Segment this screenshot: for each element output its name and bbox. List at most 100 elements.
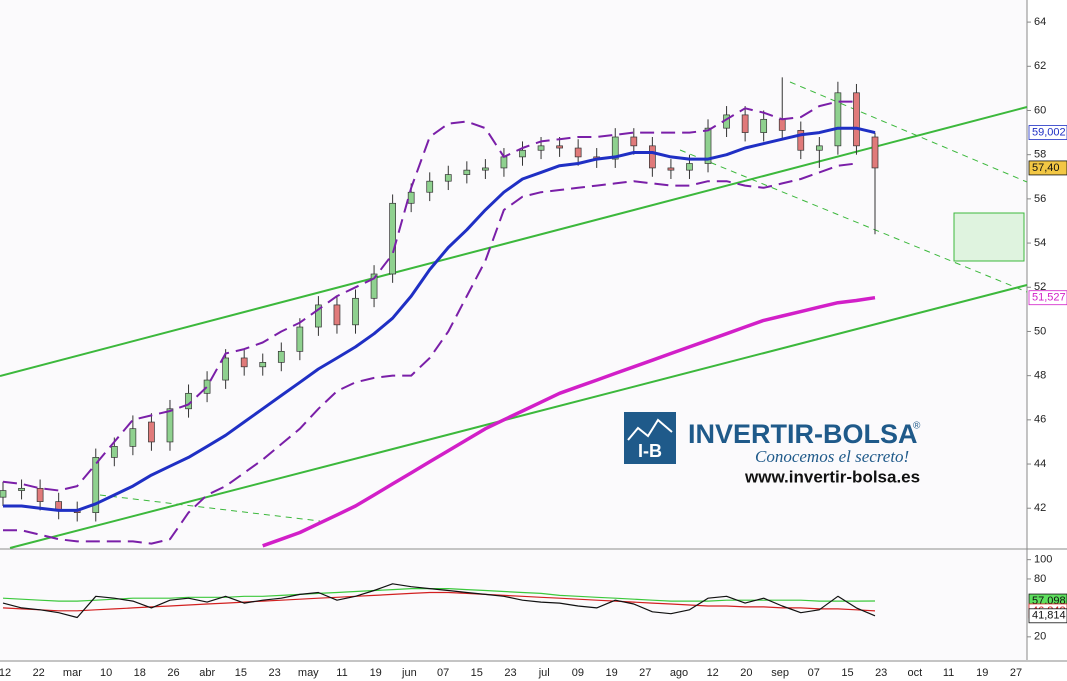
trend-lines xyxy=(0,81,1028,549)
candle-body xyxy=(129,428,137,447)
y-tick-label: 46 xyxy=(1034,414,1046,426)
candle-body xyxy=(110,446,118,458)
candle-body xyxy=(482,167,489,171)
x-tick-label: 23 xyxy=(504,667,516,679)
x-tick-label: 19 xyxy=(605,667,617,679)
y-tick-label: 56 xyxy=(1034,193,1046,205)
candle-body xyxy=(203,379,211,394)
price-marker-label: 59,002 xyxy=(1032,126,1066,138)
x-tick-label: 27 xyxy=(639,667,651,679)
y-tick-label: 80 xyxy=(1034,573,1046,585)
y-tick-label: 20 xyxy=(1034,631,1046,643)
candle-body xyxy=(259,362,267,368)
y-tick-label: 54 xyxy=(1034,237,1046,249)
y-tick-label: 100 xyxy=(1034,554,1052,566)
x-tick-label: 15 xyxy=(471,667,483,679)
x-tick-label: 20 xyxy=(740,667,752,679)
candle-body xyxy=(0,490,7,498)
candle-body xyxy=(500,156,508,169)
candle-body xyxy=(649,145,656,169)
x-tick-label: ago xyxy=(670,667,688,679)
x-tick-label: 10 xyxy=(100,667,112,679)
candle-body xyxy=(815,145,823,151)
x-tick-label: mar xyxy=(63,667,82,679)
slogan: Conocemos el secreto! xyxy=(755,447,909,466)
y-tick-label: 52 xyxy=(1034,281,1046,293)
candle-body xyxy=(426,180,434,193)
candle-body xyxy=(352,297,359,326)
x-tick-label: 22 xyxy=(33,667,45,679)
indicator-line xyxy=(3,162,857,545)
x-tick-label: 12 xyxy=(707,667,719,679)
x-tick-label: may xyxy=(298,667,319,679)
y-tick-label: 60 xyxy=(1034,104,1046,116)
candle-body xyxy=(778,118,786,131)
logo: I-B INVERTIR-BOLSA ® Conocemos el secret… xyxy=(624,412,921,486)
candle-body xyxy=(686,163,693,171)
candle-body xyxy=(871,136,879,169)
candle-body xyxy=(18,487,25,491)
x-tick-label: jun xyxy=(401,667,417,679)
candle-body xyxy=(853,92,860,147)
svg-text:I-B: I-B xyxy=(638,441,662,461)
candle-body xyxy=(148,421,155,443)
candle-body xyxy=(222,357,229,381)
y-tick-label: 58 xyxy=(1034,149,1046,161)
x-tick-label: 07 xyxy=(437,667,449,679)
price-panel xyxy=(0,0,1027,548)
candle-body xyxy=(185,392,192,410)
candle-body xyxy=(296,326,304,352)
price-marker xyxy=(1028,290,1067,306)
candle-body xyxy=(407,191,415,204)
y-tick-label: 48 xyxy=(1034,370,1046,382)
candle-body xyxy=(463,169,471,175)
candle-body xyxy=(370,273,378,299)
x-tick-label: 19 xyxy=(370,667,382,679)
indicator-line xyxy=(2,583,876,619)
candle-body xyxy=(611,136,619,160)
candle-body xyxy=(519,149,526,158)
x-tick-label: 23 xyxy=(875,667,887,679)
candle-body xyxy=(92,457,100,513)
candle-body xyxy=(704,127,712,164)
price-marker xyxy=(1028,125,1067,140)
indicator-line xyxy=(2,100,857,492)
price-marker-label: 41,814 xyxy=(1032,610,1066,622)
x-tick-label: 27 xyxy=(1010,667,1022,679)
y-tick-label: 42 xyxy=(1034,502,1046,514)
candle-body xyxy=(240,357,248,368)
y-tick-label: 44 xyxy=(1034,458,1046,470)
candle-body xyxy=(333,304,341,326)
candle-body xyxy=(36,487,44,502)
y-tick-label: 64 xyxy=(1034,16,1046,28)
x-tick-label: 26 xyxy=(167,667,179,679)
candle-body xyxy=(166,408,174,443)
x-tick-label: 12 xyxy=(0,667,11,679)
candle-body xyxy=(556,145,563,149)
x-tick-label: 11 xyxy=(336,667,347,679)
x-tick-label: 18 xyxy=(134,667,146,679)
candle-body xyxy=(667,167,675,171)
candle-body xyxy=(315,304,322,328)
brand: INVERTIR-BOLSA xyxy=(688,419,918,449)
price-marker-label: 57,40 xyxy=(1032,162,1060,174)
x-tick-label: abr xyxy=(199,667,215,679)
candle-body xyxy=(574,147,582,158)
url: www.invertir-bolsa.es xyxy=(744,467,920,486)
indicator-line xyxy=(262,295,876,548)
candle-body xyxy=(741,114,749,133)
price-marker xyxy=(1028,160,1067,176)
x-tick-label: 15 xyxy=(235,667,247,679)
x-tick-label: 11 xyxy=(943,667,954,679)
x-tick-label: 23 xyxy=(268,667,280,679)
x-tick-label: oct xyxy=(908,667,923,679)
indicator-line xyxy=(2,588,876,602)
x-tick-label: jul xyxy=(538,667,550,679)
price-marker xyxy=(1028,608,1067,624)
y-tick-label: 62 xyxy=(1034,60,1046,72)
candle-body xyxy=(537,145,545,151)
oscillator-panel xyxy=(0,550,1027,660)
brand-mark: ® xyxy=(913,421,921,432)
candle-body xyxy=(760,118,768,133)
